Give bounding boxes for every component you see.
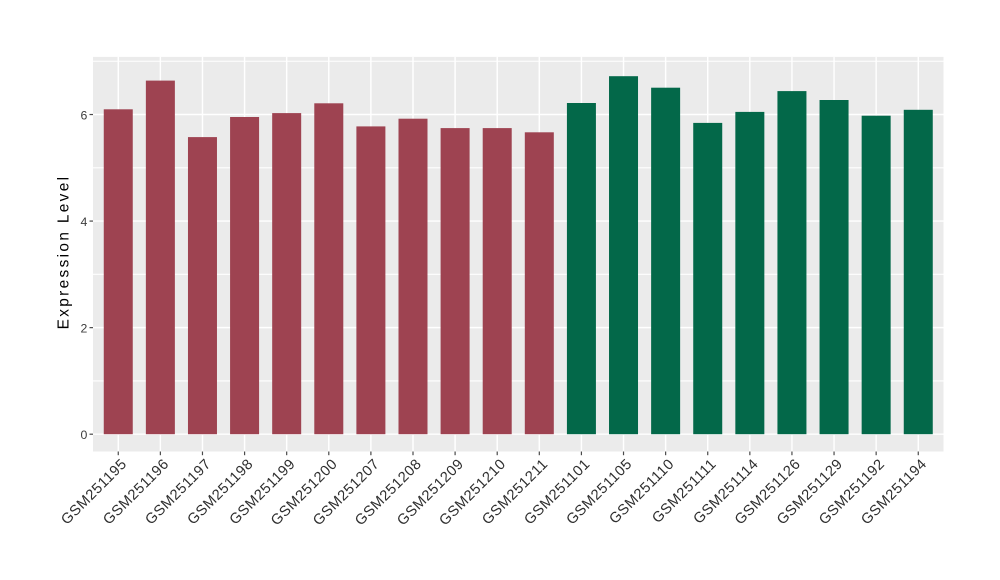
- svg-text:0: 0: [80, 428, 87, 442]
- svg-text:4: 4: [80, 215, 87, 229]
- svg-text:2: 2: [80, 322, 87, 336]
- svg-text:Expression Level: Expression Level: [55, 175, 72, 330]
- svg-text:6: 6: [80, 109, 87, 123]
